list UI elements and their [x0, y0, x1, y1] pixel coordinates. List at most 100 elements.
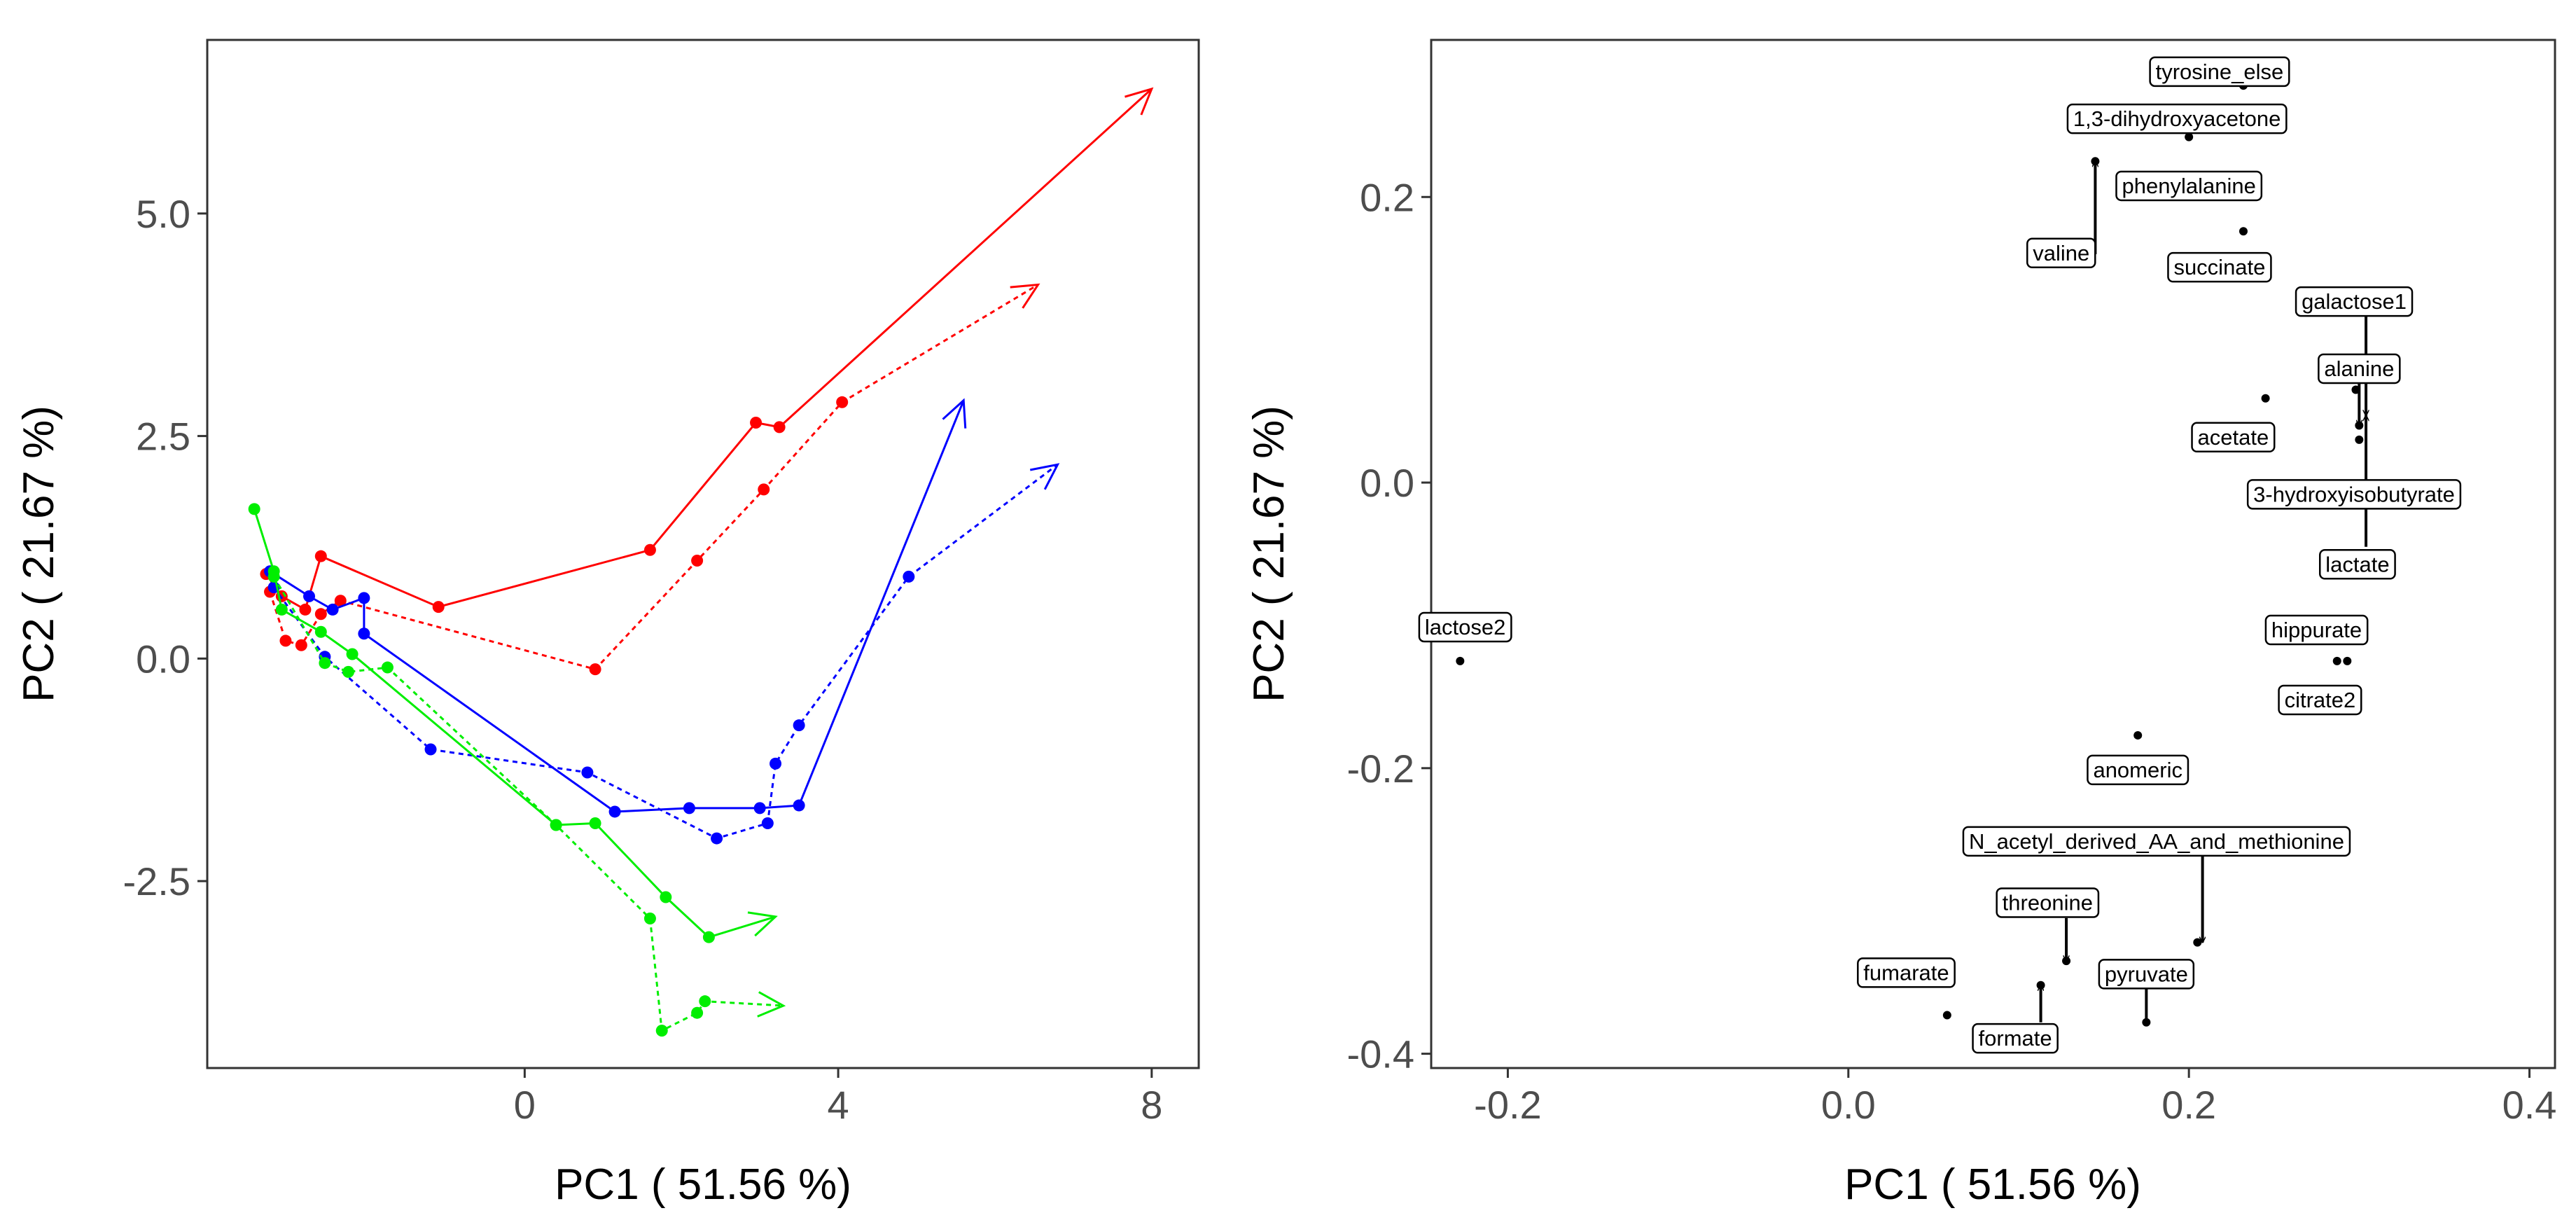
loading-label-fumarate: fumarate — [1857, 957, 1956, 988]
label-box — [2318, 353, 2401, 384]
loading-label-1-3-dihydroxyacetone: 1,3-dihydroxyacetone — [2066, 103, 2288, 134]
right-plot-frame — [1430, 39, 2556, 1069]
loading-point-hippurate — [2332, 656, 2341, 665]
right-y-tick-label: -0.4 — [1347, 1032, 1415, 1076]
loading-point-lactate — [2355, 421, 2364, 430]
loading-label-tyrosine-else: tyrosine_else — [2149, 56, 2290, 88]
loading-point-3-hydroxyisobutyrate — [2355, 435, 2364, 444]
label-text: valine — [2033, 241, 2089, 265]
left-y-axis: 5.0 2.5 0.0 -2.5 — [123, 192, 207, 903]
loading-label-lactate: lactate — [2318, 549, 2396, 580]
loading-label-threonine: threonine — [1996, 887, 2100, 918]
loading-label-acetate: acetate — [2191, 422, 2276, 453]
label-box — [1418, 611, 1512, 643]
loading-label-succinate: succinate — [2167, 251, 2272, 283]
series-arrowhead-red-dotted — [1010, 283, 1040, 309]
loading-point-n-acetyl-derived-aa-and-methionine — [2193, 938, 2202, 947]
label-text: citrate2 — [2285, 688, 2356, 712]
left-x-axis: 0 4 8 — [514, 1068, 1162, 1127]
label-text: phenylalanine — [2122, 174, 2255, 198]
label-box — [2115, 170, 2263, 202]
loading-point-valine — [2091, 157, 2100, 166]
right-x-tick-label: -0.2 — [1474, 1083, 1542, 1127]
left-x-axis-title: PC1 ( 51.56 %) — [555, 1160, 851, 1209]
series-point-green-dotted — [342, 665, 354, 678]
label-text: N_acetyl_derived_AA_and_methionine — [1969, 829, 2344, 854]
loading-point-fumarate — [1942, 1011, 1951, 1020]
series-point-green-dotted — [643, 912, 656, 924]
loading-label-lactose2: lactose2 — [1418, 611, 1512, 643]
loading-point-pyruvate — [2142, 1018, 2151, 1027]
label-text: acetate — [2198, 425, 2269, 450]
label-box — [2066, 103, 2288, 134]
loading-point-formate — [2036, 980, 2045, 990]
series-point-green-dotted — [267, 570, 280, 583]
label-text: pyruvate — [2105, 962, 2188, 986]
label-text: alanine — [2324, 356, 2394, 381]
series-point-blue-dotted — [711, 832, 723, 845]
loading-point-anomeric — [2133, 730, 2143, 740]
left-y-tick-label: 2.5 — [136, 415, 190, 459]
series-point-blue-dotted — [770, 757, 782, 770]
loading-point-galactose1 — [2351, 385, 2360, 394]
label-text: fumarate — [1863, 960, 1949, 985]
series-point-blue-solid — [753, 802, 766, 814]
right-y-tick-label: 0.2 — [1360, 175, 1414, 219]
label-box — [2246, 479, 2462, 510]
series-point-red-solid — [432, 601, 445, 614]
series-point-red-solid — [643, 543, 656, 556]
series-point-red-dotted — [758, 483, 770, 496]
label-box — [2318, 549, 2396, 580]
series-point-blue-solid — [358, 628, 370, 640]
series-point-blue-solid — [358, 592, 370, 604]
series-arrowhead-blue-dotted — [1029, 463, 1060, 490]
label-box — [2149, 56, 2290, 88]
series-line-red-solid — [265, 88, 1153, 611]
series-point-blue-dotted — [903, 570, 915, 583]
series-point-green-solid — [248, 503, 260, 515]
label-text: 3-hydroxyisobutyrate — [2253, 482, 2455, 506]
left-chart: 0 4 8 5.0 2.5 0.0 -2.5 PC1 ( 51.56 %) PC2 ( 2… — [15, 39, 1200, 1209]
left-x-tick-label: 4 — [828, 1083, 849, 1127]
series-point-red-solid — [750, 417, 763, 429]
right-x-axis: -0.2 0.0 0.2 0.4 — [1474, 1068, 2556, 1127]
series-point-red-solid — [773, 421, 786, 434]
right-label-group: tyrosine_else 1,3-dihydroxyacetone valine p… — [1418, 56, 2462, 1054]
right-chart: tyrosine_else 1,3-dihydroxyacetone valine p… — [1245, 39, 2556, 1209]
series-point-blue-solid — [683, 802, 695, 814]
series-point-red-dotted — [279, 635, 292, 647]
series-point-green-solid — [702, 931, 715, 943]
label-text: threonine — [2003, 890, 2093, 915]
series-point-red-dotted — [836, 396, 849, 408]
loading-label-anomeric: anomeric — [2087, 754, 2189, 786]
left-series-group — [248, 87, 1154, 1037]
loading-point-threonine — [2062, 957, 2071, 966]
loading-label-hippurate: hippurate — [2264, 614, 2369, 646]
label-text: lactate — [2325, 552, 2389, 576]
right-x-tick-label: 0.4 — [2502, 1083, 2557, 1127]
loading-point-citrate2 — [2343, 656, 2352, 665]
right-y-axis: 0.2 0.0 -0.2 -0.4 — [1347, 175, 1431, 1076]
series-point-green-dotted — [691, 1006, 704, 1019]
label-box — [2098, 959, 2195, 990]
loading-label-valine: valine — [2026, 237, 2096, 269]
loading-label-alanine: alanine — [2318, 353, 2401, 384]
series-point-blue-solid — [326, 603, 339, 616]
series-point-blue-dotted — [424, 743, 437, 756]
series-point-green-dotted — [319, 657, 331, 670]
label-text: formate — [1979, 1026, 2052, 1051]
label-text: anomeric — [2093, 758, 2182, 782]
series-point-red-solid — [314, 550, 327, 562]
label-box — [2295, 286, 2414, 317]
right-x-tick-label: 0.0 — [1821, 1083, 1876, 1127]
series-point-red-dotted — [691, 555, 704, 567]
label-box — [2026, 237, 2096, 269]
series-point-green-dotted — [699, 995, 711, 1008]
label-box — [1962, 826, 2351, 857]
series-point-blue-solid — [608, 805, 621, 818]
series-line-red-dotted — [269, 284, 1039, 671]
series-arrowhead-green-dotted — [757, 991, 786, 1018]
label-text: succinate — [2173, 255, 2265, 279]
left-y-axis-title: PC2 ( 21.67 %) — [15, 405, 63, 702]
series-point-green-dotted — [655, 1025, 668, 1037]
